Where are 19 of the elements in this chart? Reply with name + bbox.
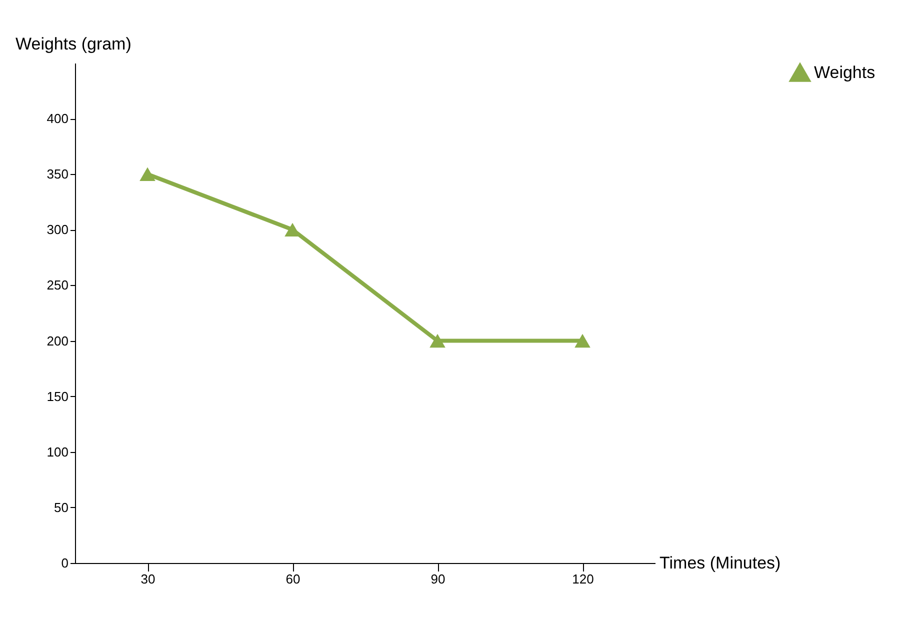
y-tick-label: 50 bbox=[54, 500, 68, 515]
x-tick-label: 90 bbox=[430, 572, 446, 586]
x-tick-label: 120 bbox=[572, 572, 594, 586]
y-tick-label: 300 bbox=[46, 222, 68, 238]
y-axis-title: Weights (gram) bbox=[16, 34, 132, 54]
point bbox=[574, 334, 590, 348]
y-tick-label: 350 bbox=[46, 166, 68, 182]
point bbox=[140, 167, 156, 181]
y-tick-label: 150 bbox=[46, 388, 68, 404]
y-tick-label: 250 bbox=[46, 278, 68, 293]
point bbox=[430, 334, 446, 348]
x-tick-label: 60 bbox=[286, 572, 300, 586]
x-tick-label: 30 bbox=[140, 572, 156, 586]
legend-label: Weights bbox=[814, 63, 876, 82]
y-tick-label: 200 bbox=[46, 333, 68, 348]
y-tick-label: 0 bbox=[61, 556, 68, 570]
y-tick-label: 100 bbox=[46, 444, 68, 460]
y-tick-label: 400 bbox=[46, 111, 68, 126]
x-axis-title: Times (Minutes) bbox=[660, 554, 781, 572]
